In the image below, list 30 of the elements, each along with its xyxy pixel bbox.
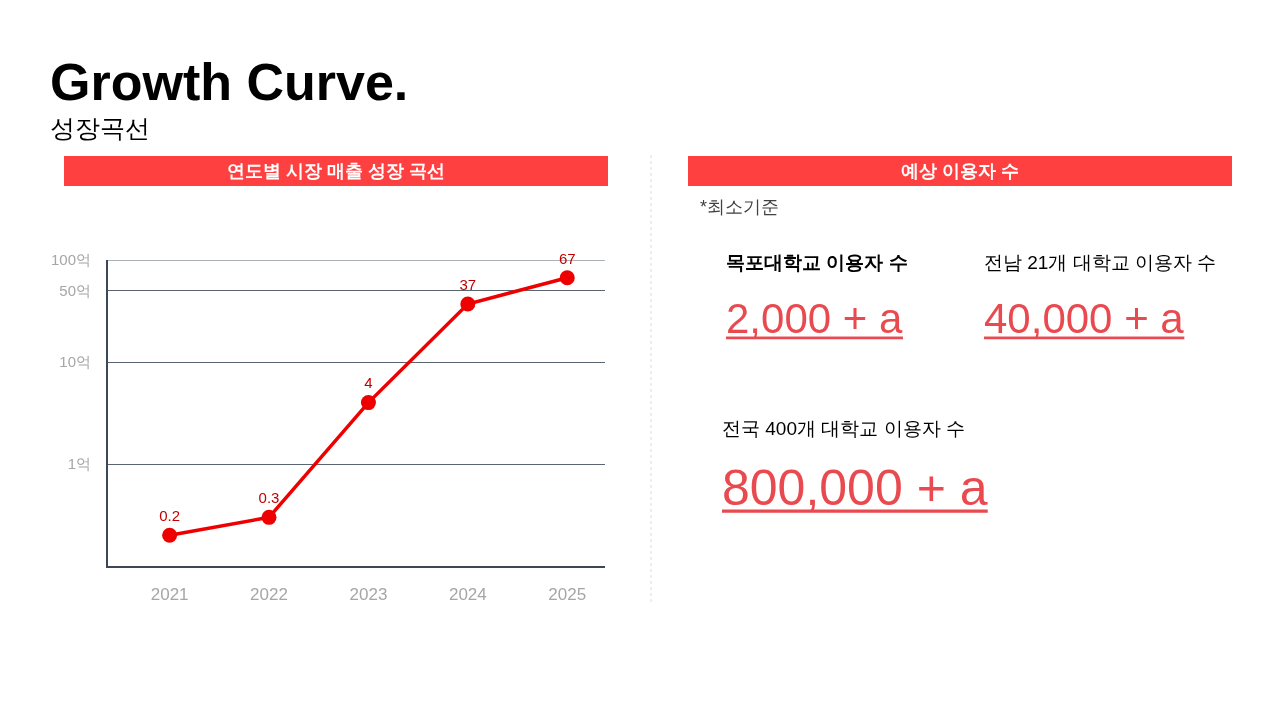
x-tick-label: 2023 xyxy=(349,585,388,605)
point xyxy=(261,509,277,525)
text: 2,000 + a xyxy=(726,295,903,342)
y-tick-label: 10억 xyxy=(59,353,91,371)
text: *최소기준 xyxy=(700,197,780,217)
text: 800,000 + a xyxy=(722,460,988,516)
text: 예상 이용자 수 xyxy=(901,161,1020,181)
x-tick-label: 2025 xyxy=(548,585,587,605)
text: 전남 21개 대학교 이용자 수 xyxy=(984,252,1217,273)
text: 성장곡선 xyxy=(50,114,150,142)
text: 전국 400개 대학교 이용자 수 xyxy=(722,418,965,439)
point xyxy=(559,270,575,286)
point xyxy=(460,296,476,312)
y-tick-label: 100억 xyxy=(50,251,91,269)
text: 목포대학교 이용자 수 xyxy=(726,252,908,273)
chart-title: 연도별 시장 매출 성장 곡선 xyxy=(227,161,446,181)
data-label: 67 xyxy=(558,249,576,267)
data-label: 0.2 xyxy=(159,507,181,525)
data-label: 37 xyxy=(459,275,477,293)
y-tick-label: 50억 xyxy=(59,281,91,299)
text: 40,000 + a xyxy=(984,295,1185,342)
y-tick-label: 1억 xyxy=(67,455,91,473)
point xyxy=(162,527,178,543)
text: Growth Curve. xyxy=(50,53,409,111)
x-tick-label: 2022 xyxy=(250,585,288,605)
point xyxy=(360,395,376,411)
data-label: 0.3 xyxy=(258,489,280,507)
x-tick-label: 2024 xyxy=(448,585,487,605)
x-tick-label: 2021 xyxy=(150,585,189,605)
data-label: 4 xyxy=(364,374,373,392)
